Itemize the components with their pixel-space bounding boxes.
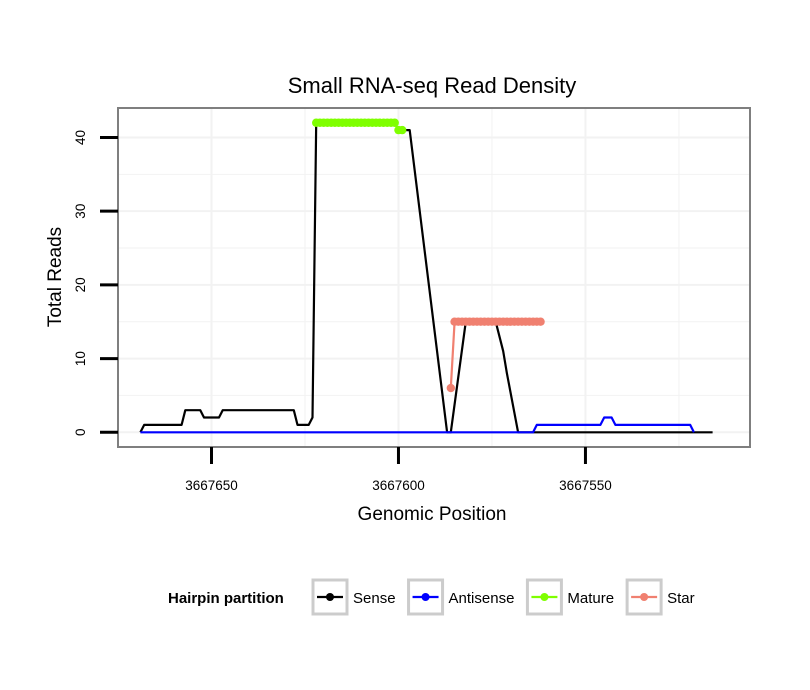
- y-tick-label: 40: [73, 130, 88, 145]
- x-axis: 3667650 3667600 3667550: [185, 447, 612, 493]
- series-line-sense: [139, 121, 713, 434]
- y-tick-label: 30: [73, 204, 88, 219]
- legend-key-point: [640, 593, 649, 601]
- legend-key-point: [421, 593, 430, 601]
- legend-label: Mature: [567, 590, 614, 607]
- data-point-mature: [398, 125, 407, 135]
- data-point-star: [446, 383, 456, 393]
- y-axis: 0 10 20 30 40: [73, 130, 118, 436]
- legend: Hairpin partition Sense Antisense Mature St…: [168, 578, 695, 616]
- y-tick-label: 10: [73, 351, 88, 366]
- legend-title: Hairpin partition: [168, 590, 284, 607]
- legend-entry-sense: Sense: [311, 578, 396, 616]
- legend-label: Sense: [353, 590, 396, 607]
- grid: [118, 108, 750, 447]
- plot-border: [117, 107, 751, 448]
- legend-entry-antisense: Antisense: [407, 578, 515, 616]
- legend-key-point: [540, 593, 549, 601]
- series-points: [312, 118, 545, 393]
- legend-entry-star: Star: [625, 578, 695, 616]
- data-point-mature: [390, 118, 399, 127]
- plot-panel: [118, 108, 750, 447]
- legend-entry-mature: Mature: [525, 578, 614, 616]
- data-point-star: [536, 317, 545, 326]
- x-tick-label: 3667650: [185, 478, 238, 493]
- x-tick-label: 3667550: [559, 478, 612, 493]
- chart-title: Small RNA-seq Read Density: [288, 73, 577, 98]
- y-tick-label: 20: [73, 277, 88, 292]
- legend-key-point: [326, 593, 334, 601]
- y-axis-title: Total Reads: [45, 227, 66, 327]
- y-tick-label: 0: [73, 429, 88, 437]
- x-axis-title: Genomic Position: [358, 504, 507, 525]
- legend-items: Sense Antisense Mature Star: [311, 578, 695, 616]
- legend-label: Star: [667, 590, 695, 607]
- series-line-antisense: [140, 416, 695, 434]
- x-tick-label: 3667600: [372, 478, 425, 493]
- legend-label: Antisense: [449, 590, 515, 607]
